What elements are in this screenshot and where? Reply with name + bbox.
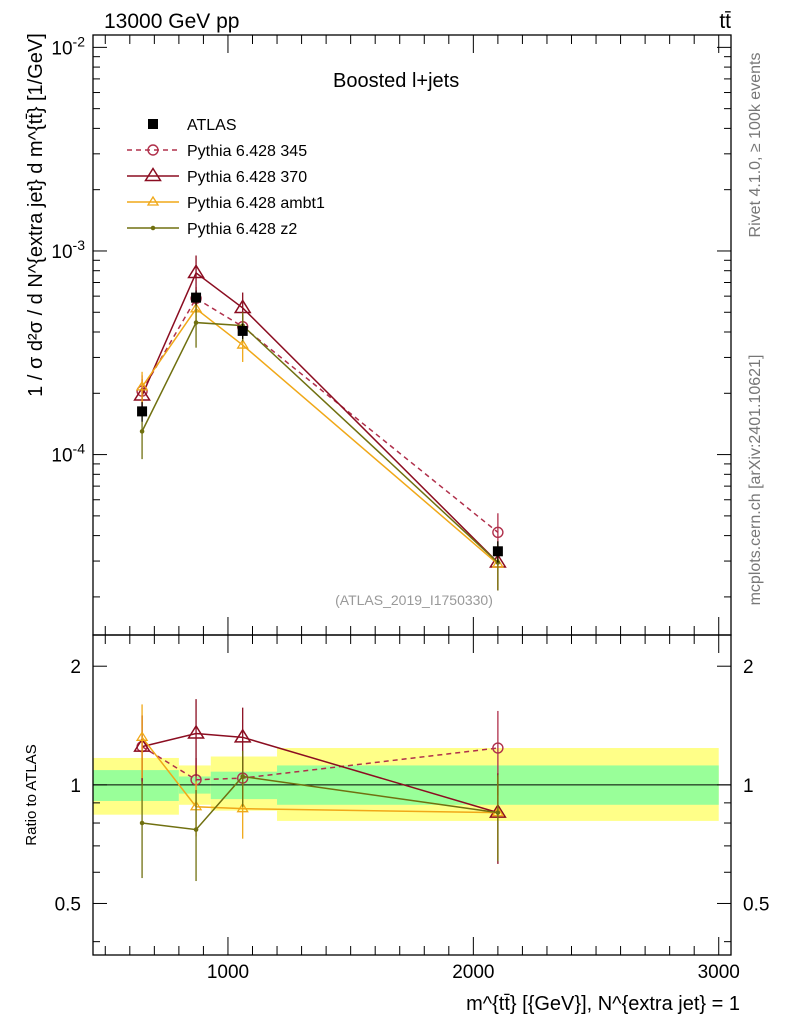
main-panel: 10-4 10-3 10-2 [51, 33, 732, 636]
x-tick-label: 1000 [207, 962, 249, 983]
ratio-point [187, 724, 205, 739]
ratio-point [135, 731, 149, 741]
x-tick-label: 3000 [698, 962, 740, 983]
series-point [236, 338, 249, 349]
rivet-label: Rivet 4.1.0, ≥ 100k events [747, 53, 764, 238]
legend: ATLAS Pythia 6.428 345 Pythia 6.428 370 Pyt… [127, 117, 325, 238]
ratio-y-axis-label: Ratio to ATLAS [23, 744, 40, 845]
ratio-y-tick-label: 2 [70, 657, 81, 678]
y-tick-label: 10-2 [51, 33, 85, 59]
y-tick-label: 10-3 [51, 237, 85, 263]
ratio-panel: 0.5 0.5 1 1 2 2 1000 2000 3000 [55, 35, 769, 983]
legend-marker [147, 144, 159, 156]
ratio-point [193, 827, 199, 832]
legend-label: Pythia 6.428 ambt1 [187, 195, 325, 212]
main-y-axis-label: 1 / σ d²σ / d N^{extra jet} d m^{tt̄} [1… [25, 33, 47, 397]
mcplots-label: mcplots.cern.ch [arXiv:2401.10621] [747, 355, 764, 606]
ratio-point [492, 742, 504, 754]
data-point [237, 325, 248, 336]
ratio-point [139, 820, 145, 826]
x-tick-label: 2000 [452, 962, 494, 983]
x-axis-label: m^{tt̄} [{GeV}], N^{extra jet} = 1 [466, 993, 740, 1015]
ratio-point [236, 802, 249, 813]
ratio-y-tick-label: 2 [743, 657, 754, 678]
ratio-y-tick-label: 1 [743, 776, 754, 797]
series-line-ratio [141, 775, 498, 831]
ratio-y-tick-label: 0.5 [743, 894, 769, 915]
header-left-title: 13000 GeV pp [104, 10, 239, 33]
legend-marker-atlas [148, 119, 158, 129]
header-right-title: tt̄ [719, 10, 731, 33]
series-line-main [141, 307, 499, 565]
series-line-main [141, 297, 499, 533]
ratio-point [233, 728, 252, 743]
series-line-ratio [141, 746, 498, 781]
series-point [135, 380, 149, 391]
analysis-label: (ATLAS_2019_I1750330) [335, 592, 493, 608]
series-line-ratio [141, 732, 499, 814]
series-point [193, 320, 199, 325]
legend-label: Pythia 6.428 370 [187, 169, 307, 186]
legend-marker [150, 225, 156, 231]
data-point [137, 406, 148, 417]
legend-marker [146, 195, 160, 206]
series-line-main [141, 271, 499, 564]
ratio-point [495, 810, 501, 815]
main-plot-title: Boosted l+jets [333, 70, 459, 92]
series-line-main [141, 321, 499, 564]
series-line-ratio [141, 736, 498, 814]
legend-label: Pythia 6.428 z2 [187, 221, 297, 238]
series-point [139, 429, 145, 434]
ratio-frame [92, 634, 732, 956]
ratio-band-green [93, 770, 179, 801]
data-point [191, 292, 202, 303]
y-tick-label: 10-4 [51, 441, 85, 467]
ratio-point [240, 774, 245, 779]
series-point [187, 264, 205, 279]
series-point [492, 526, 504, 539]
legend-label: ATLAS [187, 117, 237, 134]
data-point [492, 546, 503, 557]
ratio-y-tick-label: 1 [70, 776, 81, 797]
ratio-y-tick-label: 0.5 [55, 894, 81, 915]
legend-marker [144, 167, 162, 182]
legend-label: Pythia 6.428 345 [187, 143, 307, 160]
